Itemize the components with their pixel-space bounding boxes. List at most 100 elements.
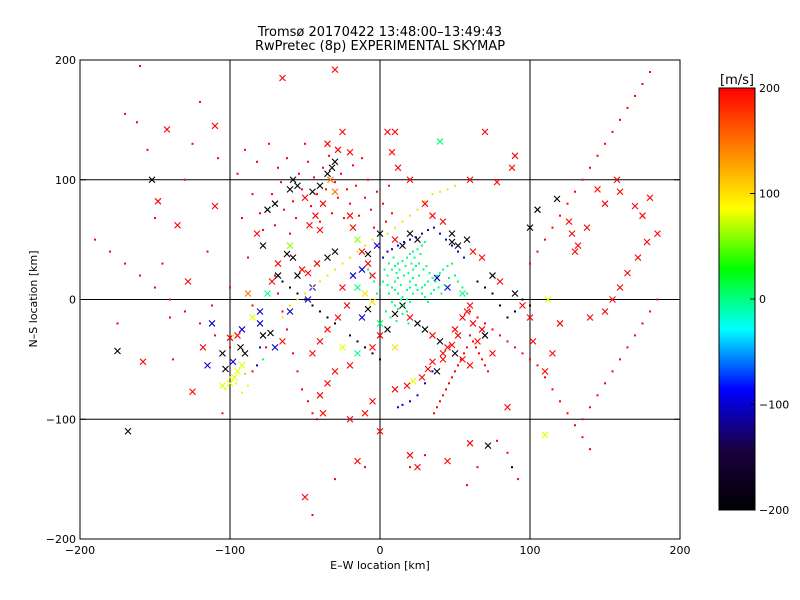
dot-marker <box>139 274 141 277</box>
dot-marker <box>409 300 411 303</box>
x-marker <box>406 230 414 238</box>
dot-marker <box>551 388 554 391</box>
x-marker <box>319 409 327 417</box>
dot-marker <box>413 256 416 259</box>
dot-marker <box>334 268 336 271</box>
x-marker <box>358 248 366 255</box>
y-tick-label: 0 <box>69 294 76 307</box>
dot-marker <box>517 478 519 481</box>
dot-marker <box>251 370 254 373</box>
x-marker <box>328 164 336 172</box>
dot-marker <box>391 212 393 215</box>
x-marker <box>204 361 211 369</box>
x-marker <box>616 188 624 196</box>
dot-marker <box>478 352 480 355</box>
dot-marker <box>427 280 429 283</box>
x-marker <box>139 358 147 366</box>
x-marker <box>163 126 171 133</box>
dot-marker <box>421 286 423 289</box>
dot-marker <box>251 193 254 196</box>
x-marker <box>324 326 331 333</box>
x-marker <box>124 427 132 435</box>
x-axis-label: E–W location [km] <box>330 559 430 572</box>
x-marker <box>346 148 354 156</box>
dot-marker <box>412 268 414 271</box>
dot-marker <box>439 400 441 403</box>
dot-marker <box>416 394 419 397</box>
x-marker <box>301 194 309 202</box>
x-marker <box>189 388 196 396</box>
dot-marker <box>316 193 318 196</box>
x-marker <box>358 314 366 321</box>
dot-marker <box>433 288 435 291</box>
x-marker <box>289 176 297 184</box>
dot-marker <box>424 241 426 244</box>
dot-marker <box>286 328 288 331</box>
dot-marker <box>379 286 381 289</box>
x-marker <box>334 146 342 154</box>
dot-marker <box>476 466 479 469</box>
x-marker <box>391 385 399 393</box>
x-marker <box>481 128 489 136</box>
x-marker <box>294 272 301 279</box>
dot-marker <box>506 316 509 319</box>
x-marker <box>264 290 271 297</box>
x-marker <box>267 329 274 337</box>
x-marker <box>289 254 297 261</box>
x-marker <box>208 320 216 327</box>
x-marker <box>312 212 319 220</box>
dot-marker <box>422 268 425 271</box>
x-marker <box>343 302 351 309</box>
dot-marker <box>529 358 531 361</box>
dot-marker <box>626 106 629 109</box>
dot-marker <box>457 250 459 253</box>
dot-marker <box>430 292 432 295</box>
dot-marker <box>388 262 390 265</box>
dot-marker <box>349 334 351 337</box>
dot-marker <box>427 300 429 303</box>
x-marker <box>274 272 282 279</box>
dot-marker <box>184 178 186 181</box>
dot-marker <box>412 276 414 279</box>
x-marker <box>474 338 481 345</box>
dot-marker <box>596 394 599 397</box>
x-marker <box>421 326 429 333</box>
x-marker <box>459 314 466 321</box>
x-marker <box>339 284 346 291</box>
dot-marker <box>391 286 393 289</box>
x-marker <box>463 308 471 315</box>
x-marker <box>526 314 534 321</box>
dot-marker <box>373 280 375 283</box>
plot-grid <box>80 60 680 539</box>
dot-marker <box>367 268 369 271</box>
dot-marker <box>214 334 216 337</box>
x-marker <box>324 140 331 148</box>
dot-marker <box>389 316 392 319</box>
dot-marker <box>391 300 393 303</box>
x-marker <box>304 296 312 303</box>
dot-marker <box>448 382 450 385</box>
dot-marker <box>421 232 423 235</box>
dot-marker <box>251 304 254 307</box>
dot-marker <box>281 310 284 313</box>
x-marker <box>376 427 384 435</box>
dot-marker <box>311 304 314 307</box>
dot-marker <box>310 205 312 208</box>
dot-marker <box>292 200 294 203</box>
x-marker <box>459 355 466 363</box>
dot-marker <box>409 252 411 255</box>
x-marker <box>613 176 621 184</box>
dot-marker <box>206 250 209 253</box>
axis-ticks: −200 −100 0 100 200 −200 −100 0 100 200 <box>46 54 691 557</box>
dot-marker <box>406 298 408 301</box>
dot-marker <box>445 388 447 391</box>
dot-marker <box>406 288 408 291</box>
dot-marker <box>454 274 456 277</box>
dot-marker <box>457 280 459 283</box>
dot-marker <box>491 292 494 295</box>
dot-marker <box>436 406 438 409</box>
x-marker <box>327 176 334 184</box>
x-marker <box>529 338 537 345</box>
dot-marker <box>406 256 408 259</box>
x-marker <box>394 164 402 172</box>
